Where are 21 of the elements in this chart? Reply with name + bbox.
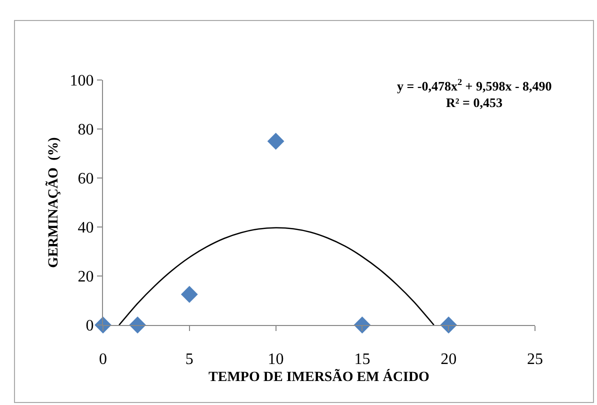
y-tick-label: 60	[78, 170, 94, 188]
annotation: y = -0,478x$^{2}$ + 9,598x - 8,490	[397, 77, 552, 94]
point	[354, 316, 371, 334]
x-tick-label: 15	[354, 351, 370, 368]
x-tick-label: 5	[185, 351, 194, 368]
y-tick-label: 80	[78, 122, 94, 139]
x-tick-label: 25	[527, 351, 543, 368]
point	[440, 316, 458, 334]
y-tick-label: 40	[78, 220, 94, 237]
line-series	[118, 227, 435, 325]
x-tick-label: 0	[99, 351, 107, 368]
y-tick-label: 100	[70, 72, 94, 90]
x-axis-title: TEMPO DE IMERSÃO EM ÁCIDO	[208, 368, 430, 386]
y-tick-label: 20	[78, 268, 94, 286]
x-tick-label: 10	[268, 351, 284, 368]
x-tick-label: 20	[440, 351, 457, 368]
point	[267, 132, 284, 150]
point	[180, 286, 198, 303]
y-axis-title: GERMINAÇÃO (%)	[44, 136, 62, 268]
y-tick-label: 0	[86, 318, 94, 335]
annotation: R² = 0,453	[446, 95, 503, 110]
